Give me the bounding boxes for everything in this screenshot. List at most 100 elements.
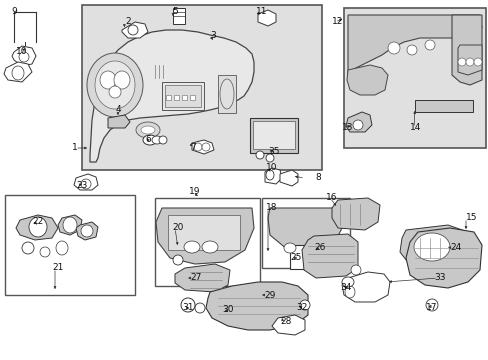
Polygon shape [457, 45, 481, 75]
Polygon shape [74, 174, 98, 190]
Bar [218, 75, 236, 113]
Ellipse shape [152, 136, 162, 144]
Polygon shape [331, 198, 379, 230]
Ellipse shape [195, 303, 204, 313]
Ellipse shape [12, 66, 24, 80]
Text: 31: 31 [182, 303, 193, 312]
Text: 13: 13 [342, 123, 353, 132]
Ellipse shape [81, 179, 91, 189]
Ellipse shape [95, 61, 135, 109]
Ellipse shape [173, 255, 183, 265]
Text: 10: 10 [16, 48, 28, 57]
Ellipse shape [114, 71, 130, 89]
Bar [252, 121, 294, 149]
Text: 27: 27 [190, 274, 201, 283]
Ellipse shape [81, 225, 93, 237]
Ellipse shape [22, 242, 34, 254]
Polygon shape [405, 228, 481, 288]
Text: 17: 17 [426, 303, 437, 312]
Polygon shape [451, 15, 481, 85]
Ellipse shape [345, 286, 354, 298]
Text: 11: 11 [256, 8, 267, 17]
Polygon shape [347, 15, 481, 75]
Text: 6: 6 [145, 135, 151, 144]
Text: 10: 10 [265, 163, 277, 172]
Polygon shape [341, 272, 389, 302]
Text: 28: 28 [280, 318, 291, 327]
Ellipse shape [136, 122, 160, 138]
Text: 14: 14 [409, 123, 421, 132]
Ellipse shape [63, 217, 77, 233]
Text: 15: 15 [465, 213, 477, 222]
Ellipse shape [457, 58, 465, 66]
Ellipse shape [424, 40, 434, 50]
Ellipse shape [29, 217, 47, 237]
Bar [82, 5, 321, 170]
Ellipse shape [194, 143, 202, 151]
Text: 2: 2 [125, 18, 131, 27]
Text: 16: 16 [325, 194, 337, 202]
Ellipse shape [142, 135, 157, 145]
Ellipse shape [350, 265, 360, 275]
Polygon shape [302, 234, 357, 278]
Text: 26: 26 [314, 243, 325, 252]
Text: 34: 34 [340, 284, 351, 292]
Bar [289, 245, 309, 269]
Text: 30: 30 [222, 306, 233, 315]
Ellipse shape [202, 241, 218, 253]
Text: 22: 22 [32, 217, 43, 226]
Ellipse shape [109, 86, 121, 98]
Text: 24: 24 [449, 243, 461, 252]
Text: 23: 23 [76, 180, 87, 189]
Polygon shape [156, 208, 253, 264]
Polygon shape [90, 30, 253, 162]
Ellipse shape [141, 126, 155, 134]
Ellipse shape [220, 79, 234, 109]
Ellipse shape [265, 170, 273, 180]
Ellipse shape [256, 151, 264, 159]
Bar [168, 215, 240, 250]
Ellipse shape [425, 299, 437, 311]
Bar [262, 198, 349, 268]
Text: 29: 29 [264, 291, 275, 300]
Text: 33: 33 [433, 274, 445, 283]
Bar [190, 95, 195, 100]
Polygon shape [192, 140, 214, 154]
Polygon shape [267, 208, 341, 254]
Text: 32: 32 [296, 303, 307, 312]
Polygon shape [12, 46, 36, 66]
Text: 18: 18 [265, 203, 277, 212]
Text: 12: 12 [332, 18, 343, 27]
Text: 20: 20 [172, 224, 183, 233]
Polygon shape [175, 264, 229, 292]
Text: 7: 7 [190, 144, 196, 153]
Ellipse shape [413, 233, 449, 261]
Ellipse shape [87, 53, 142, 117]
Ellipse shape [128, 25, 138, 35]
Polygon shape [399, 225, 471, 268]
Text: 19: 19 [189, 188, 201, 197]
Ellipse shape [40, 247, 50, 257]
Ellipse shape [299, 300, 309, 310]
Text: 25: 25 [290, 253, 301, 262]
Ellipse shape [284, 243, 295, 253]
Ellipse shape [56, 241, 68, 255]
Ellipse shape [19, 52, 29, 62]
Bar [174, 95, 179, 100]
Ellipse shape [352, 120, 362, 130]
Bar [165, 95, 171, 100]
Ellipse shape [387, 42, 399, 54]
Bar [162, 82, 203, 110]
Bar [182, 95, 186, 100]
Polygon shape [16, 215, 58, 240]
Text: 9: 9 [11, 8, 17, 17]
Ellipse shape [341, 277, 353, 287]
Polygon shape [122, 22, 148, 38]
Polygon shape [58, 215, 82, 235]
Bar [164, 85, 201, 107]
Text: 5: 5 [172, 8, 178, 17]
Polygon shape [108, 115, 130, 128]
Polygon shape [258, 10, 275, 26]
Text: 3: 3 [210, 31, 215, 40]
Bar [173, 8, 184, 24]
